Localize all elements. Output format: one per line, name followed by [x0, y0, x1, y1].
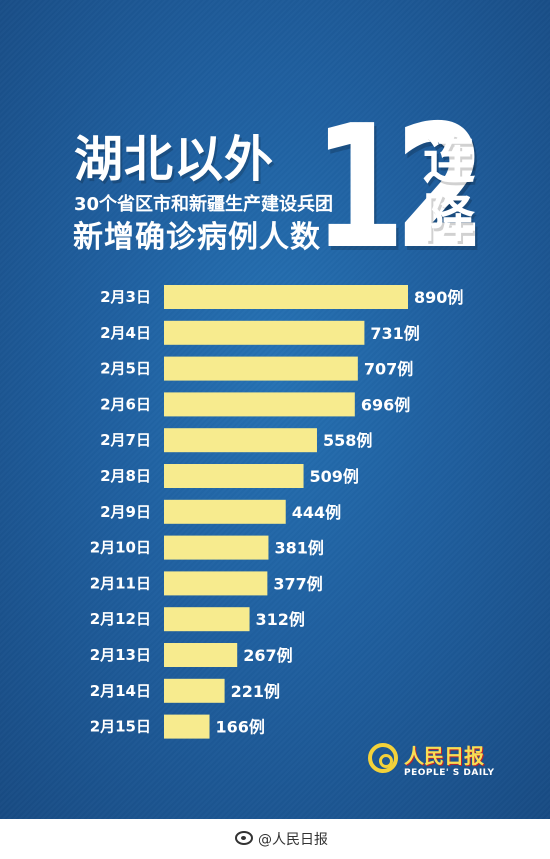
value-label: 377例: [273, 574, 322, 593]
category-label: 2月10日: [90, 539, 151, 557]
category-label: 2月3日: [100, 288, 151, 306]
title-subtitle-metric: 新增确诊病例人数: [73, 220, 321, 255]
category-label: 2月8日: [100, 467, 151, 485]
value-label: 707例: [364, 360, 413, 379]
bar: [164, 356, 358, 381]
bar: [164, 499, 286, 524]
big-number: 12: [313, 89, 487, 287]
bar: [164, 571, 268, 596]
bar: [164, 643, 238, 667]
bar: [164, 714, 210, 739]
side-char-lian: 连: [423, 131, 476, 191]
value-label: 166例: [216, 718, 265, 737]
title-main: 湖北以外: [74, 131, 275, 188]
bar: [164, 678, 225, 703]
category-label: 2月14日: [90, 682, 151, 700]
title-subtitle-regions: 30个省区市和新疆生产建设兵团: [74, 194, 334, 215]
bar: [164, 428, 317, 453]
category-label: 2月4日: [100, 324, 151, 342]
logo-name-en: PEOPLE' S DAILY: [404, 768, 495, 778]
side-char-jiang: 降: [423, 189, 476, 249]
bar: [164, 392, 355, 417]
category-label: 2月6日: [100, 395, 151, 413]
bar: [164, 607, 250, 632]
category-label: 2月11日: [90, 574, 151, 592]
at-logo-icon: [368, 743, 398, 773]
category-label: 2月13日: [90, 646, 151, 664]
category-label: 2月7日: [100, 431, 151, 449]
value-label: 731例: [370, 324, 419, 343]
value-label: 558例: [323, 431, 372, 450]
value-label: 696例: [361, 395, 410, 414]
logo-name-cn: 人民日报: [404, 744, 484, 768]
value-label: 890例: [414, 288, 463, 307]
bar: [164, 285, 408, 309]
weibo-icon: [235, 831, 253, 845]
bar-chart: 2月3日 890例 2月4日 731例 2月5日 707例 2月6日 696例 2月7日 558例…: [90, 285, 463, 739]
value-label: 509例: [310, 467, 359, 486]
bar: [164, 320, 365, 345]
value-label: 312例: [256, 610, 305, 629]
bar: [164, 535, 269, 560]
value-label: 381例: [274, 539, 323, 558]
footer-handle: @人民日报: [258, 832, 328, 848]
value-label: 267例: [243, 646, 292, 665]
category-label: 2月5日: [100, 360, 151, 378]
poster: 湖北以外 30个省区市和新疆生产建设兵团 新增确诊病例人数 12 连 降 2月3…: [0, 0, 550, 819]
category-label: 2月15日: [90, 718, 151, 736]
category-label: 2月9日: [100, 503, 151, 521]
value-label: 221例: [231, 682, 280, 701]
category-label: 2月12日: [90, 610, 151, 628]
footer-watermark: @人民日报: [0, 819, 550, 859]
value-label: 444例: [292, 503, 341, 522]
bar: [164, 464, 304, 488]
